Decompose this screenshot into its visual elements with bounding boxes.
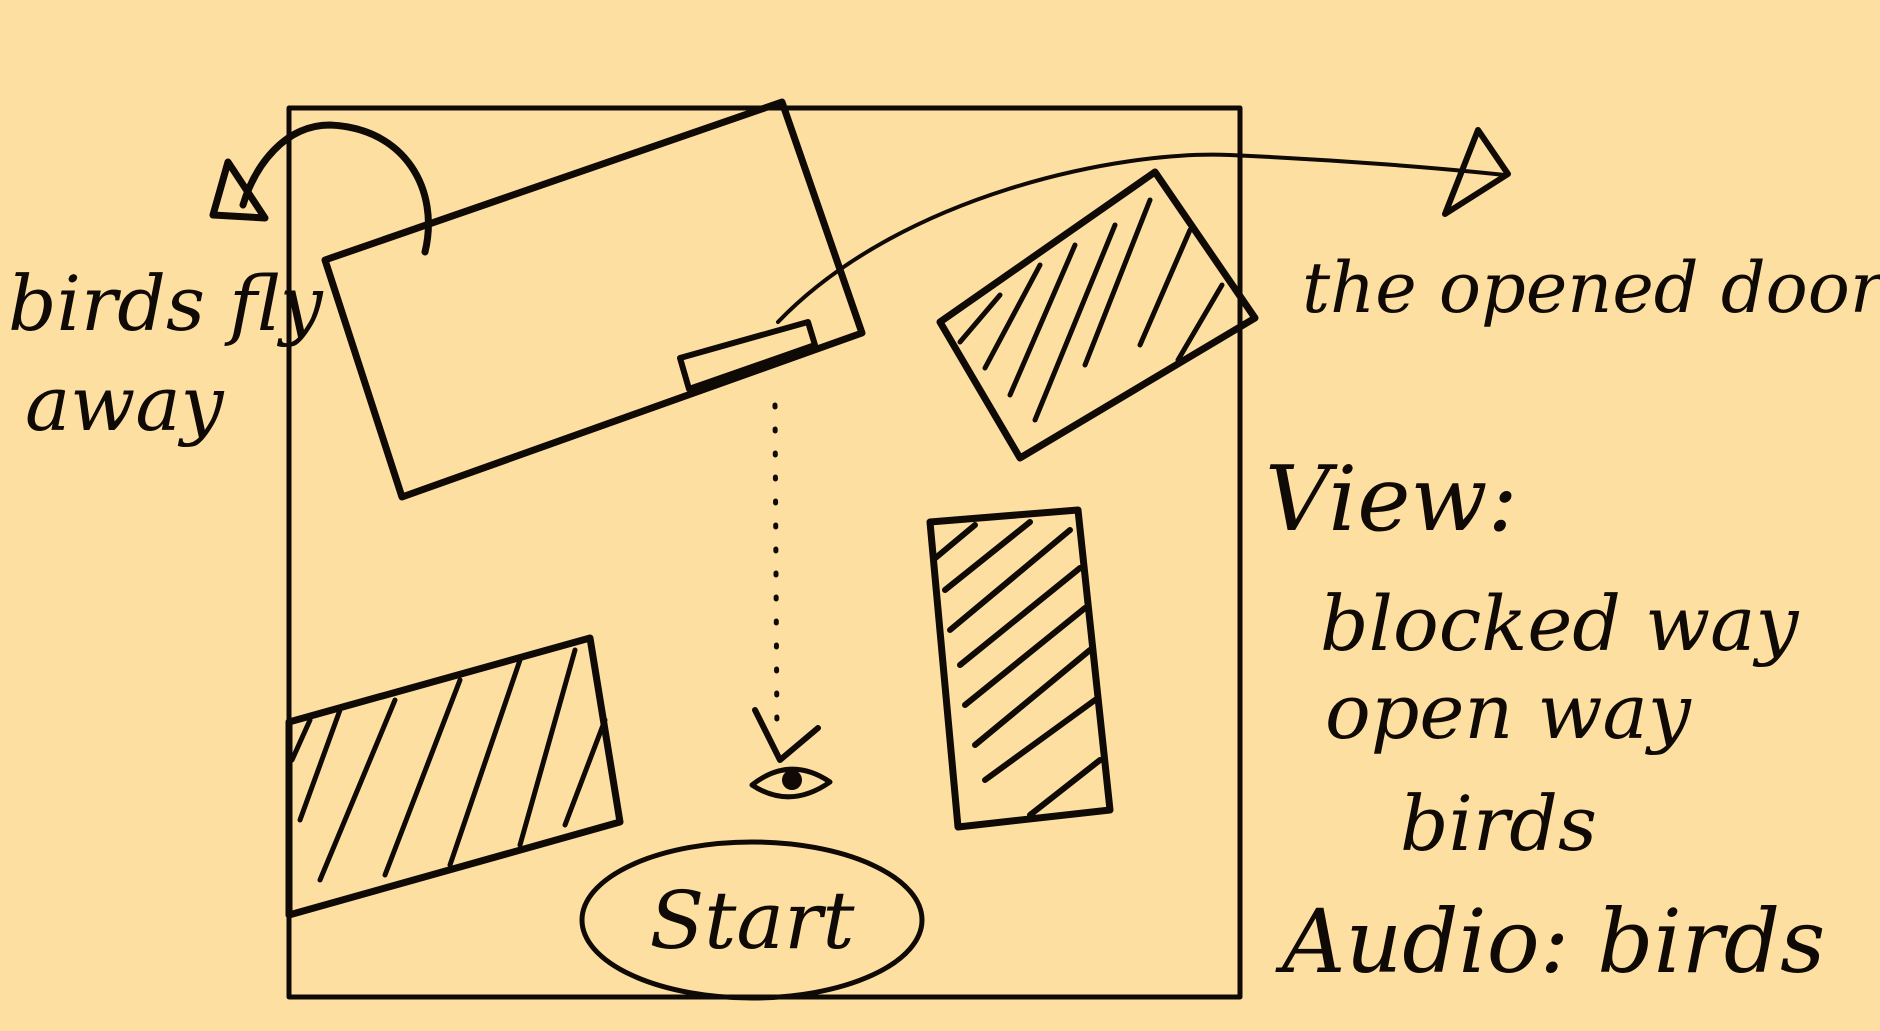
legend: View: blocked way open way birds Audio: … [1265,447,1825,993]
away-label: away [25,359,225,448]
door-arrow [776,152,1507,324]
birds-arrowhead [209,158,269,222]
birds-fly-label: birds fly [8,259,324,348]
blocked-way-top-right [936,168,1259,462]
legend-view-heading: View: [1265,447,1518,552]
legend-audio: Audio: birds [1275,890,1825,993]
start-label: Start [649,874,855,967]
map-frame [286,105,1243,1000]
blocked-way-middle-right [926,506,1114,831]
legend-blocked-way: blocked way [1320,579,1799,668]
birds-fly-arrow [239,121,432,256]
open-building [321,98,866,501]
opened-door-label: the opened door. [1302,247,1880,329]
start-oval [579,839,925,1001]
opened-door [677,319,818,392]
legend-open-way: open way [1325,667,1692,756]
legend-birds: birds [1400,779,1597,868]
view-path-dotted [772,402,780,743]
door-arrowhead [1442,127,1511,217]
eye-icon [749,707,833,800]
blocked-way-bottom-left [285,634,624,919]
